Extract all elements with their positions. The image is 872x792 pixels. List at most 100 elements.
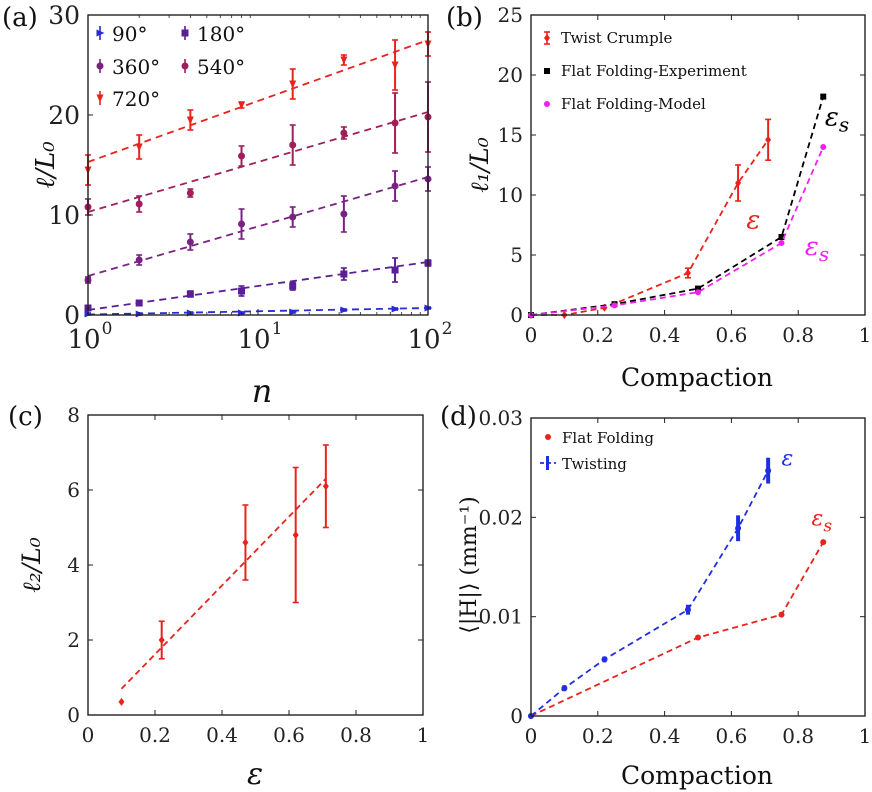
a-series-3-point-5 — [340, 129, 348, 137]
panel-b-legend: Twist Crumple Flat Folding-Experiment Flat… — [544, 29, 747, 113]
a-series-1-point-1 — [135, 299, 143, 307]
b-ytick-label-2: 10 — [498, 183, 523, 207]
a-xtick-exp-2: 2 — [442, 319, 453, 339]
b-series-1-point-3 — [778, 234, 785, 240]
b-ytick-label-5: 25 — [498, 3, 523, 27]
d-xtick-label-1: 0.2 — [582, 724, 614, 748]
b-series-0-point-5 — [765, 135, 772, 144]
c-ytick-label-4: 8 — [67, 403, 80, 427]
a-series-1-point-3 — [238, 287, 246, 295]
panel-a-label: (a) — [2, 3, 38, 33]
a-legend-swatch-2 — [96, 62, 104, 70]
b-xtick-label-3: 0.6 — [715, 323, 747, 347]
d-series-0-point-3 — [820, 539, 827, 546]
a-series-3-point-6 — [391, 119, 399, 127]
a-legend-label-2: 360° — [112, 55, 160, 79]
a-xtick-label-0: 10 — [67, 325, 100, 355]
b-xtick-label-1: 0.2 — [582, 323, 614, 347]
b-series-2-point-3 — [778, 240, 785, 246]
b-xtick-label-2: 0.4 — [649, 323, 681, 347]
a-legend-swatch-3 — [181, 62, 189, 70]
a-series-0-point-4 — [289, 308, 298, 316]
b-xtick-label-4: 0.8 — [782, 323, 814, 347]
c-ytick-label-3: 6 — [67, 478, 80, 502]
c-xtick-label-3: 0.6 — [273, 723, 305, 747]
a-series-0-point-5 — [340, 306, 349, 314]
b-legend-label-2: Flat Folding-Model — [561, 95, 706, 113]
c-ytick-label-0: 0 — [67, 703, 80, 727]
a-series-2-point-2 — [186, 238, 194, 246]
panel-c-ticks: 0 0.2 0.4 0.6 0.8 1 0 2 4 6 8 — [67, 403, 429, 747]
d-annotation-1: εs — [812, 506, 833, 536]
panel-c-ylabel: ℓ₂/L₀ — [17, 537, 46, 592]
d-legend-label-0: Flat Folding — [562, 429, 654, 447]
a-ytick-label-1: 10 — [48, 201, 80, 230]
a-legend-swatch-4 — [96, 94, 104, 103]
c-point-1 — [158, 636, 165, 644]
b-annotation-0: ε — [746, 206, 760, 236]
a-xtick-label-2: 10 — [407, 325, 440, 355]
d-xtick-label-2: 0.4 — [649, 724, 681, 748]
b-annotation-1-subscript: s — [839, 112, 849, 136]
c-xtick-label-4: 0.8 — [340, 723, 372, 747]
a-series-1-point-5 — [340, 270, 348, 278]
a-series-4-point-2 — [186, 116, 194, 125]
panel-d-legend: Flat Folding Twisting — [540, 429, 654, 473]
d-series-1-point-5 — [765, 467, 772, 474]
d-series-0-point-1 — [695, 634, 701, 641]
d-legend-swatch-0 — [545, 434, 551, 440]
a-legend-label-4: 720° — [112, 87, 160, 111]
d-series-0-line — [530, 541, 825, 717]
a-series-4-point-3 — [238, 101, 246, 110]
a-legend-label-1: 180° — [197, 22, 245, 46]
b-series-1-line — [530, 96, 825, 316]
a-series-4-point-5 — [340, 56, 348, 65]
c-point-4 — [322, 482, 329, 491]
a-series-2-point-4 — [289, 213, 297, 221]
b-ytick-label-0: 0 — [510, 303, 523, 327]
a-series-2-point-3 — [238, 220, 246, 228]
panel-c-label: (c) — [8, 402, 43, 432]
b-series-0-point-3 — [684, 269, 691, 277]
panel-c: 0 0.2 0.4 0.6 0.8 1 0 2 4 6 8 (c) ε ℓ₂/L₀ — [8, 402, 429, 792]
a-series-3-point-4 — [289, 141, 297, 149]
d-ytick-label-1: 0.01 — [478, 605, 523, 629]
d-series-1-point-2 — [601, 656, 608, 663]
a-series-1-point-2 — [186, 290, 194, 298]
b-xtick-label-0: 0 — [525, 323, 538, 347]
a-ytick-label-3: 30 — [48, 1, 80, 30]
panel-a-xlabel: n — [252, 372, 273, 410]
b-legend-swatch-2 — [544, 101, 550, 107]
b-series-2-line — [530, 146, 825, 316]
a-xtick-exp-1: 1 — [272, 319, 283, 339]
b-series-0-point-4 — [735, 179, 742, 187]
b-series-2-point-1 — [611, 302, 618, 309]
d-xtick-label-3: 0.6 — [715, 724, 747, 748]
d-xtick-label-4: 0.8 — [782, 724, 814, 748]
d-series-1-line — [530, 470, 769, 717]
panel-d: 0 0.2 0.4 0.6 0.8 1 0 0.01 0.02 0.03 (d) Compacti… — [440, 402, 871, 790]
a-xtick-label-1: 10 — [237, 325, 270, 355]
a-xtick-exp-0: 0 — [102, 319, 113, 339]
panel-d-ticks: 0 0.2 0.4 0.6 0.8 1 0 0.01 0.02 0.03 — [478, 406, 871, 748]
panel-d-label: (d) — [440, 402, 477, 432]
d-xtick-label-5: 1 — [859, 724, 872, 748]
b-ytick-label-4: 20 — [498, 63, 523, 87]
a-series-3-point-2 — [186, 189, 194, 197]
d-annotation-1-subscript: s — [823, 516, 832, 536]
b-ytick-label-3: 15 — [498, 123, 523, 147]
a-legend-label-3: 540° — [197, 55, 245, 79]
b-legend-label-0: Twist Crumple — [561, 29, 673, 47]
d-ytick-label-2: 0.02 — [478, 505, 523, 529]
b-series-2-point-2 — [695, 289, 701, 296]
panel-d-xlabel: Compaction — [621, 761, 773, 790]
panel-b-xlabel: Compaction — [621, 363, 773, 392]
c-point-3 — [292, 531, 299, 539]
b-legend-swatch-1 — [544, 68, 550, 74]
panel-a-ylabel: ℓ/L₀ — [31, 141, 61, 189]
d-ytick-label-0: 0 — [510, 704, 523, 728]
d-legend-label-1: Twisting — [562, 455, 627, 473]
